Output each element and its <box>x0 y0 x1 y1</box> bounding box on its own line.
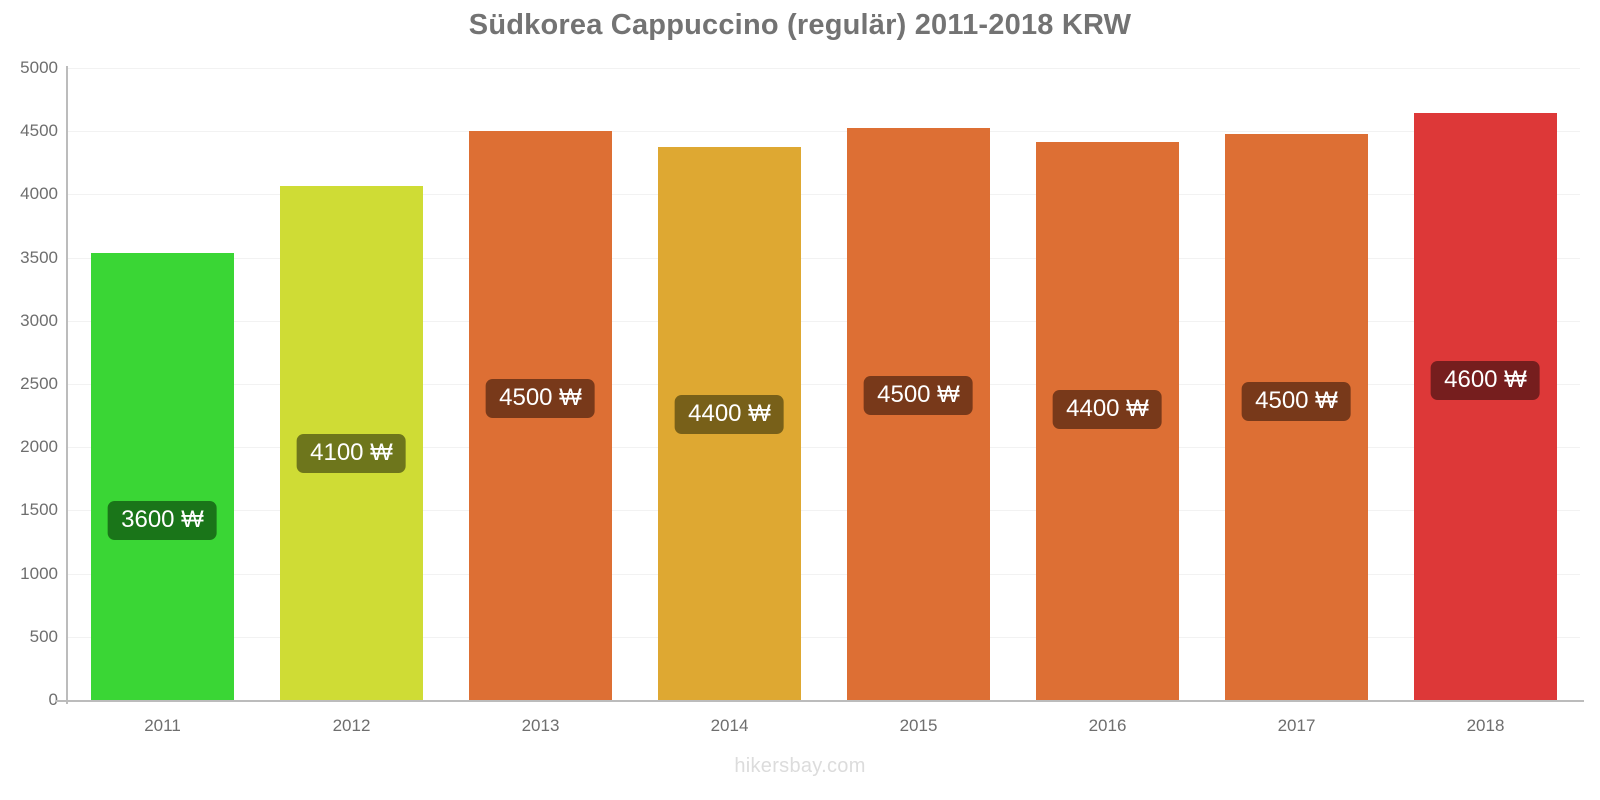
bar-value-label-2014: 4400 ₩ <box>675 395 784 434</box>
y-axis-tick-label: 3000 <box>20 310 58 330</box>
x-axis-tick-label-2014: 2014 <box>710 716 749 735</box>
gridline <box>68 194 1580 196</box>
x-axis-tick-label-2011: 2011 <box>144 716 181 735</box>
gridline <box>68 131 1580 133</box>
bar-value-label-2011: 3600 ₩ <box>108 500 217 540</box>
x-axis-tick-label-2017: 2017 <box>1277 716 1316 735</box>
bar-2018[interactable] <box>1414 112 1557 700</box>
y-axis-tick-label: 5000 <box>20 58 58 77</box>
gridline <box>68 447 1580 449</box>
bar-value-label-2012: 4100 ₩ <box>297 433 406 473</box>
y-axis-line <box>66 66 68 704</box>
bar-value-label-2013: 4500 ₩ <box>486 378 595 418</box>
bar-slot: 4600 ₩ <box>1414 68 1557 700</box>
y-axis-tick-label: 4000 <box>20 184 58 204</box>
gridline <box>68 68 1580 69</box>
x-axis-line <box>56 700 1584 702</box>
gridline <box>68 257 1580 259</box>
bar-value-label-2017: 4500 ₩ <box>1242 382 1351 422</box>
y-axis-tick-label: 3500 <box>20 247 58 267</box>
x-axis-tick-label-2018: 2018 <box>1466 716 1505 735</box>
chart-title: Südkorea Cappuccino (regulär) 2011-2018 … <box>468 9 1132 41</box>
x-axis-tick-label-2016: 2016 <box>1088 716 1127 735</box>
y-axis-tick-label: 2000 <box>20 437 58 457</box>
bar-2011[interactable] <box>91 252 234 700</box>
y-axis-tick-label: 4500 <box>20 121 58 141</box>
x-axis-tick-label-2012: 2012 <box>332 716 371 735</box>
bar-slot: 4500 ₩ <box>469 68 612 700</box>
gridline <box>68 573 1580 575</box>
y-axis-tick-label: 0 <box>48 690 58 709</box>
bar-slot: 3600 ₩ <box>91 68 234 700</box>
gridline <box>68 636 1580 638</box>
bar-slot: 4400 ₩ <box>1036 68 1179 700</box>
plot-area: 3600 ₩ 4100 ₩ 4500 ₩ 4400 ₩ 4500 ₩ 4400 ₩ 4500… <box>68 68 1580 701</box>
y-axis-tick-label: 1500 <box>20 500 58 520</box>
bar-value-label-2015: 4500 ₩ <box>864 376 973 416</box>
gridline <box>68 320 1580 322</box>
bar-slot: 4500 ₩ <box>1225 68 1368 700</box>
y-axis-tick-label: 2500 <box>20 374 58 393</box>
bar-value-label-2018: 4600 ₩ <box>1431 360 1540 400</box>
bar-slot: 4100 ₩ <box>280 68 423 700</box>
x-axis-tick-label-2013: 2013 <box>521 716 560 735</box>
gridline <box>68 510 1580 512</box>
y-axis-tick-label: 500 <box>29 626 58 646</box>
y-axis-tick-labels: 5000 4500 4000 3500 3000 2500 2000 1500 1000 500 0 <box>0 58 58 709</box>
gridline <box>68 384 1580 385</box>
source-watermark: hikersbay.com <box>734 755 866 777</box>
bar-slot: 4500 ₩ <box>847 68 990 700</box>
bar-slot: 4400 ₩ <box>658 68 801 700</box>
bar-value-label-2016: 4400 ₩ <box>1053 389 1162 429</box>
y-axis-tick-label: 1000 <box>20 563 58 583</box>
x-axis-tick-label-2015: 2015 <box>899 716 938 735</box>
